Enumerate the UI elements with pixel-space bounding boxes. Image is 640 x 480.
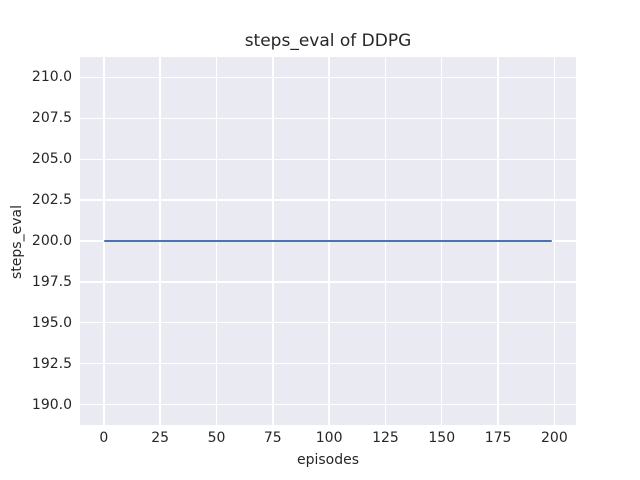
x-tick-label: 0 [99, 430, 109, 446]
x-axis-label: episodes [296, 452, 360, 468]
h-gridline [80, 362, 576, 365]
y-tick-label: 205.0 [31, 151, 72, 168]
h-gridline [80, 199, 576, 201]
h-gridline [80, 322, 576, 324]
series-line [103, 240, 553, 243]
x-tick-label: 75 [263, 430, 282, 446]
chart-title: steps_eval of DDPG [244, 31, 412, 51]
y-tick-label: 200.0 [31, 233, 72, 249]
y-tick-label: 202.5 [31, 192, 72, 209]
x-tick-label: 175 [484, 430, 512, 446]
plot-area [80, 57, 576, 425]
h-gridline [80, 117, 576, 120]
x-tick-label: 100 [315, 430, 343, 446]
h-gridline [80, 281, 576, 283]
x-tick-label: 25 [151, 430, 170, 446]
y-tick-label: 190.0 [31, 396, 72, 413]
x-tick-label: 150 [428, 430, 456, 446]
y-tick-label: 197.5 [31, 273, 72, 290]
y-tick-label: 192.5 [31, 355, 72, 372]
y-tick-label: 195.0 [31, 314, 72, 331]
x-tick-label: 125 [372, 430, 399, 446]
x-tick-label: 200 [541, 430, 568, 446]
h-gridline [80, 76, 576, 79]
y-tick-label: 210.0 [31, 69, 72, 86]
y-tick-label: 207.5 [31, 110, 72, 127]
h-gridline [80, 158, 576, 160]
h-gridline [80, 403, 576, 406]
x-tick-label: 50 [207, 430, 226, 446]
